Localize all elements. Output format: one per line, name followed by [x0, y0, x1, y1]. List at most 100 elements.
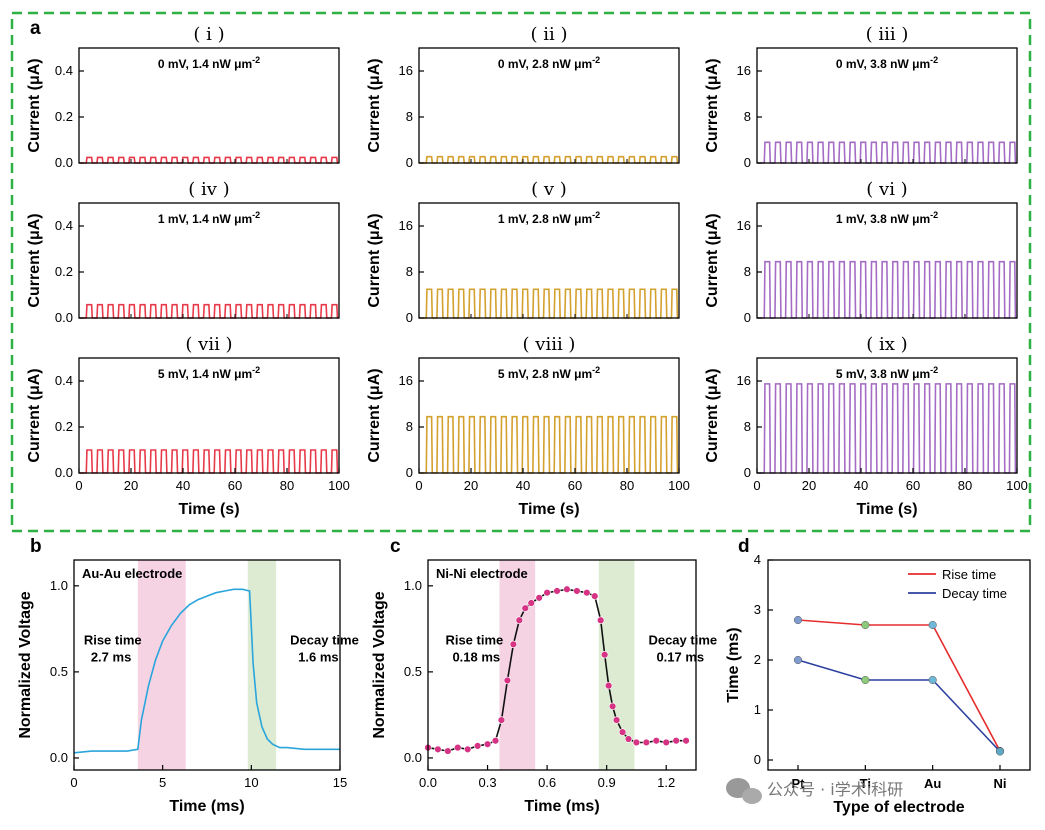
- y-tick-label: 8: [744, 109, 751, 124]
- x-axis-label: Time (ms): [169, 798, 244, 815]
- condition-label: 5 mV, 1.4 nW μm-2: [158, 365, 260, 381]
- x-tick-label: 0.9: [598, 775, 616, 790]
- chart-a-ii: ( ii ) 0 mV, 2.8 nW μm-2 0 8 16 Current (μA): [366, 24, 680, 170]
- x-tick-label: 1.2: [657, 775, 675, 790]
- condition-label: 5 mV, 3.8 nW μm-2: [836, 365, 938, 381]
- panel-title: ( iv ): [188, 179, 229, 200]
- x-tick-label: 0.0: [419, 775, 437, 790]
- rise-time-value: 0.18 ms: [452, 649, 500, 664]
- data-point: [928, 675, 937, 685]
- condition-label: 0 mV, 2.8 nW μm-2: [498, 55, 600, 71]
- data-point: [600, 650, 609, 659]
- legend-entry: Rise time: [942, 567, 996, 582]
- condition-label: 1 mV, 2.8 nW μm-2: [498, 210, 600, 226]
- x-tick-label: 60: [568, 478, 582, 493]
- data-point: [632, 738, 641, 747]
- plot-frame: [427, 559, 697, 771]
- category-label: Ti: [860, 776, 871, 791]
- panel-label: a: [30, 18, 41, 39]
- panel-title: ( ii ): [530, 24, 567, 45]
- chart-a-vii: ( vii ) 5 mV, 1.4 nW μm-2 0.0 0.2 0.4 0 20 40 60…: [26, 334, 350, 518]
- plot-frame: [78, 202, 340, 319]
- decay-time-label: Decay time: [290, 632, 359, 647]
- legend-entry: Decay time: [942, 586, 1007, 601]
- x-tick-label: 80: [958, 478, 972, 493]
- data-point: [583, 589, 591, 597]
- y-tick-label: 0: [744, 155, 751, 170]
- y-tick-label: 8: [406, 419, 413, 434]
- y-axis-label: Current (μA): [366, 213, 383, 307]
- y-axis-label: Current (μA): [704, 58, 721, 152]
- y-tick-label: 8: [406, 109, 413, 124]
- x-axis-label: Type of electrode: [833, 799, 964, 816]
- x-tick-label: 15: [333, 775, 347, 790]
- chart-a-v: ( v ) 1 mV, 2.8 nW μm-2 0 8 16 Current (μA): [366, 179, 680, 325]
- y-axis-label: Current (μA): [26, 368, 43, 462]
- chart-c: 0.0 0.5 1.0 0.0 0.3 0.6 0.9 1.2 Ni-Ni electrode R…: [371, 536, 717, 815]
- x-tick-label: 20: [124, 478, 138, 493]
- series-line: [797, 619, 1001, 752]
- x-tick-label: 60: [906, 478, 920, 493]
- plot-frame: [78, 47, 340, 164]
- panel-label: c: [390, 536, 401, 557]
- x-tick-label: 20: [464, 478, 478, 493]
- y-tick-label: 0.0: [50, 750, 68, 765]
- panel-title: ( vi ): [866, 179, 907, 200]
- data-point: [563, 585, 571, 593]
- plot-frame: [418, 47, 680, 164]
- data-point: [608, 702, 617, 711]
- x-tick-label: 100: [1006, 478, 1028, 493]
- chart-b: 0.0 0.5 1.0 0 5 10 15 Au-Au electrode Rise time 2…: [17, 536, 359, 815]
- x-axis-label: Time (s): [856, 501, 917, 518]
- rise-time-value: 2.7 ms: [91, 649, 131, 664]
- x-axis-label: Time (ms): [524, 798, 599, 815]
- condition-label: 0 mV, 1.4 nW μm-2: [158, 55, 260, 71]
- data-point: [618, 728, 627, 736]
- x-tick-label: 80: [280, 478, 294, 493]
- data-point: [535, 594, 543, 602]
- data-point: [591, 592, 599, 600]
- panel-title: ( v ): [531, 179, 567, 200]
- y-tick-label: 1.0: [404, 578, 422, 593]
- condition-label: 0 mV, 3.8 nW μm-2: [836, 55, 938, 71]
- decay-time-band: [598, 560, 635, 770]
- x-tick-label: 80: [620, 478, 634, 493]
- voltage-trace: [427, 588, 687, 752]
- plot-frame: [767, 559, 1031, 771]
- plot-frame: [73, 559, 341, 771]
- data-point: [497, 716, 506, 724]
- x-tick-label: 100: [668, 478, 690, 493]
- y-axis-label: Time (ms): [725, 627, 742, 702]
- data-point: [543, 589, 551, 597]
- data-point: [662, 738, 670, 747]
- x-tick-label: 20: [802, 478, 816, 493]
- condition-label: 5 mV, 2.8 nW μm-2: [498, 365, 600, 381]
- x-tick-label: 0: [415, 478, 422, 493]
- y-tick-label: 0.0: [55, 465, 73, 480]
- data-point: [928, 620, 937, 630]
- y-axis-label: Normalized Voltage: [17, 591, 34, 738]
- y-tick-label: 8: [744, 419, 751, 434]
- pulse-trace: [79, 449, 339, 474]
- x-tick-label: 60: [228, 478, 242, 493]
- y-tick-label: 0: [744, 310, 751, 325]
- category-label: Au: [924, 776, 941, 791]
- x-tick-label: 0: [70, 775, 77, 790]
- y-tick-label: 0.5: [404, 664, 422, 679]
- chart-a-i: ( i ) 0 mV, 1.4 nW μm-2 0.0 0.2 0.4 Current (…: [26, 18, 340, 170]
- y-tick-label: 4: [754, 552, 761, 567]
- y-tick-label: 16: [399, 218, 413, 233]
- data-point: [509, 640, 518, 649]
- data-point: [491, 737, 500, 745]
- data-point: [604, 681, 613, 690]
- y-tick-label: 0.0: [55, 310, 73, 325]
- data-point: [483, 740, 492, 748]
- y-axis-label: Current (μA): [704, 213, 721, 307]
- pulse-trace: [757, 260, 1017, 319]
- y-axis-label: Current (μA): [366, 368, 383, 462]
- data-point: [861, 620, 870, 630]
- condition-label: 1 mV, 1.4 nW μm-2: [158, 210, 260, 226]
- wechat-icon: [726, 778, 762, 804]
- x-tick-label: 0: [753, 478, 760, 493]
- plot-frame: [756, 357, 1018, 474]
